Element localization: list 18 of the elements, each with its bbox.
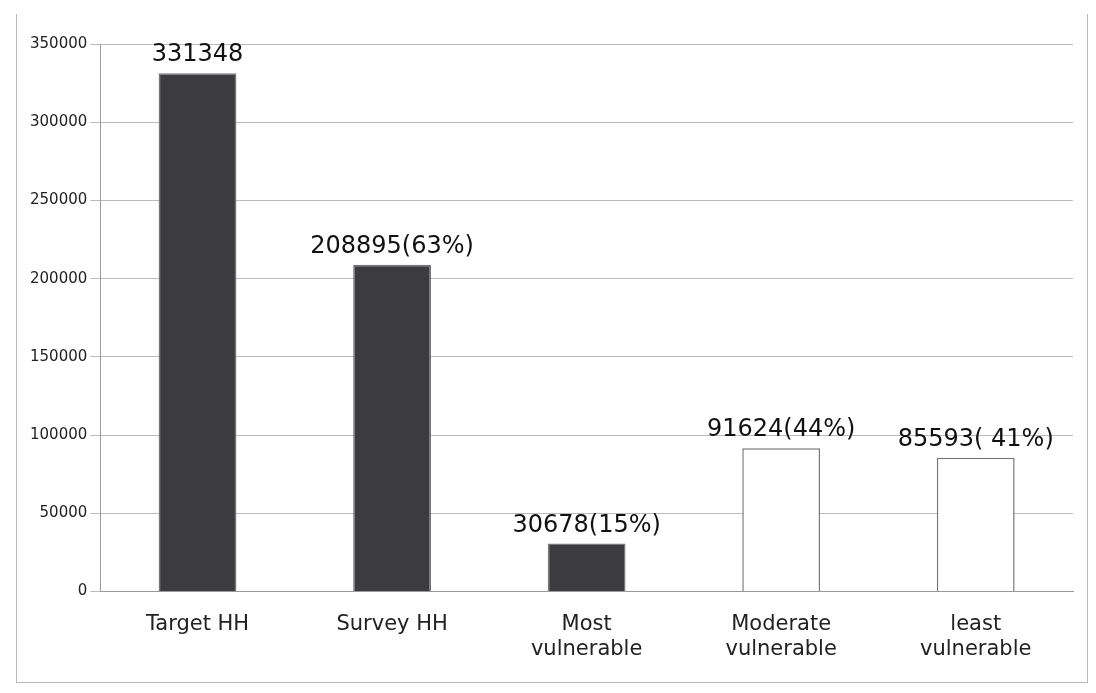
data-label: 208895(63%) [310,231,474,259]
x-tick-label: Most vulnerable [530,610,643,660]
x-tick-label: Survey HH [336,610,448,635]
data-label: 331348 [151,39,244,68]
data-label: 85593( 41%) [897,423,1054,452]
y-tick-label: 350000 [30,33,88,52]
y-tick-label: 50000 [39,503,88,522]
x-tick-label: Target HH [144,610,250,635]
y-tick-label: 200000 [30,268,88,287]
y-tick-label: 100000 [30,425,88,444]
data-label: 91624(44%) [706,414,856,443]
y-tick-label: 300000 [30,112,88,131]
x-tick-label: Moderate vulnerable [725,610,837,660]
x-tick-label: least vulnerable [920,610,1032,660]
y-tick-label: 0 [77,581,88,600]
data-label: 30678(15%) [512,509,661,538]
y-tick-label: 150000 [30,346,88,365]
y-tick-label: 250000 [30,190,88,209]
